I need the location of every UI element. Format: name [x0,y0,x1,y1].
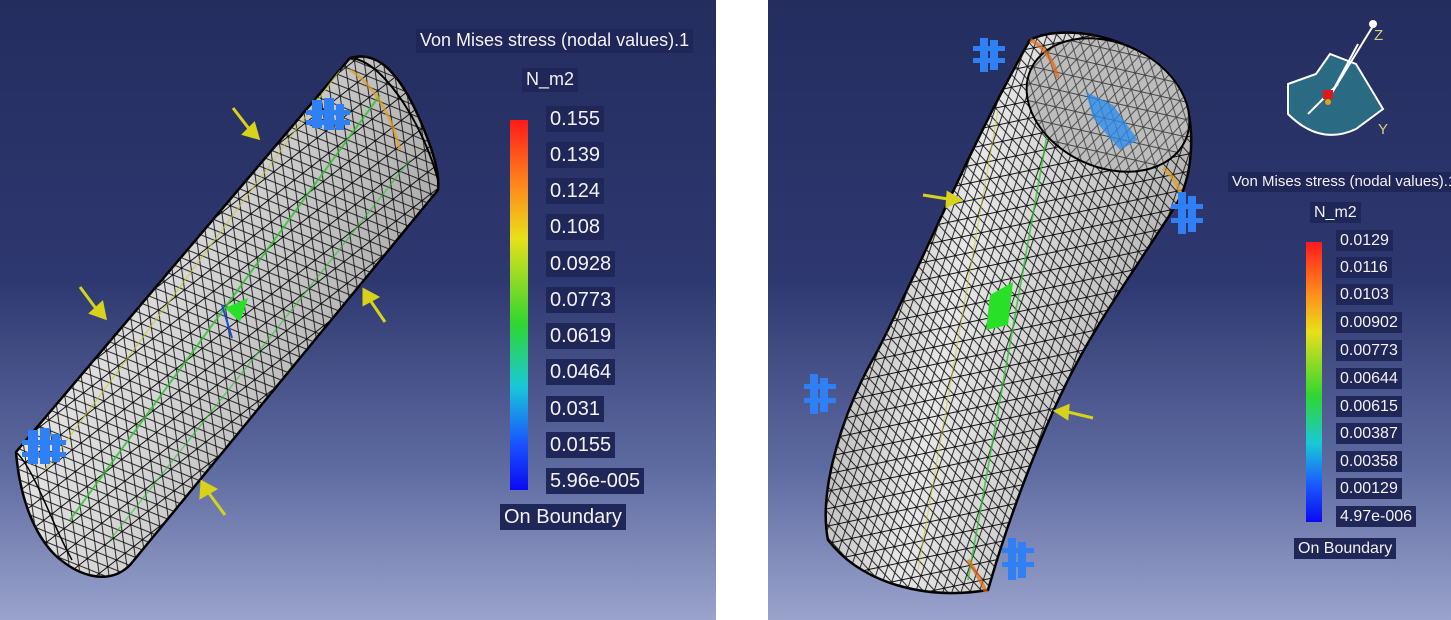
legend-value: 0.00387 [1336,423,1402,445]
right-legend: Von Mises stress (nodal values).1 N_m2 0… [1228,170,1451,570]
legend-value: 0.0116 [1336,257,1392,279]
legend-value: 5.96e-005 [546,468,645,494]
legend-value: 0.0773 [546,287,616,313]
legend-value: 0.0619 [546,323,616,349]
legend-value: 0.00129 [1336,478,1402,500]
compass-y-label: Y [1378,121,1388,138]
left-viewport[interactable]: Von Mises stress (nodal values).1 N_m2 0… [0,0,716,620]
legend-title: Von Mises stress (nodal values).1 [1228,172,1451,192]
legend-value: 0.031 [546,396,605,422]
legend-boundary-label: On Boundary [500,504,626,530]
legend-value: 0.155 [546,106,605,132]
right-mesh-model [804,31,1203,595]
legend-value: 0.00615 [1336,396,1402,418]
left-restraint-top-icon [306,98,350,130]
legend-boundary-label: On Boundary [1294,538,1397,560]
legend-value: 0.0928 [546,251,616,277]
compass-triad-icon[interactable]: Z Y [1278,14,1398,154]
legend-unit: N_m2 [1310,202,1361,224]
legend-value: 0.00644 [1336,368,1402,390]
legend-value: 0.139 [546,142,605,168]
right-viewport[interactable]: Z Y Von Mises stress (nodal values).1 N_… [768,0,1451,620]
legend-title: Von Mises stress (nodal values).1 [416,29,694,53]
legend-color-bar [1306,242,1322,522]
legend-value: 4.97e-006 [1336,506,1417,528]
right-load-arrows [922,190,1094,421]
legend-value: 0.00902 [1336,312,1402,334]
legend-value: 0.0464 [546,359,616,385]
legend-color-bar [510,120,528,490]
legend-value: 0.0155 [546,432,616,458]
legend-value: 0.00358 [1336,451,1402,473]
left-mesh-model [14,55,440,578]
left-restraint-bottom-icon [22,428,66,464]
legend-value: 0.00773 [1336,340,1402,362]
legend-value: 0.124 [546,178,605,204]
legend-value: 0.0129 [1336,230,1393,252]
right-restraint-icons [804,38,1203,580]
left-legend: Von Mises stress (nodal values).1 N_m2 0… [410,24,710,544]
legend-value: 0.0103 [1336,284,1393,306]
compass-z-label: Z [1374,27,1383,44]
left-load-arrows [78,107,387,516]
legend-value: 0.108 [546,214,605,240]
legend-unit: N_m2 [522,68,579,92]
